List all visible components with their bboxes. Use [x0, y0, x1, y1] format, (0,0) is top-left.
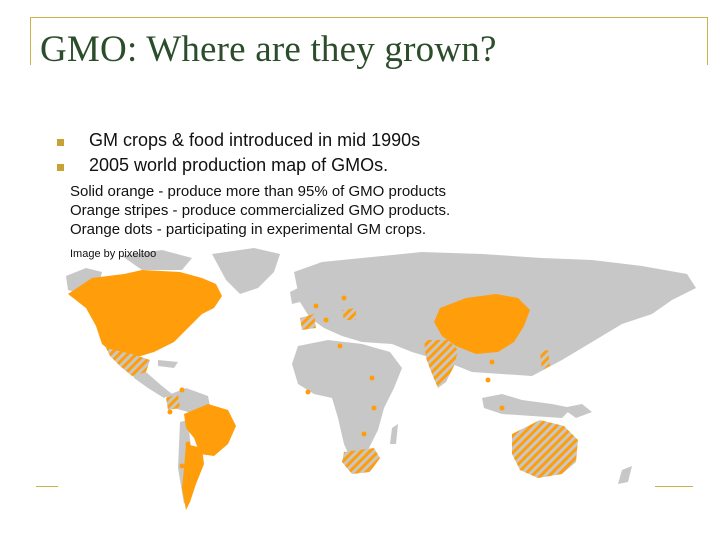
- madagascar-land: [390, 424, 398, 444]
- new-zealand-land: [618, 466, 632, 484]
- world-gmo-map: [66, 248, 696, 510]
- north-america-solid-orange: [68, 270, 222, 358]
- legend-orange-dots: Orange dots - participating in experimen…: [70, 221, 426, 238]
- frame-top-rule: [30, 17, 707, 18]
- spain-stripes: [300, 314, 316, 330]
- png-land: [562, 404, 592, 418]
- dot-marker: [167, 409, 173, 415]
- mexico-stripes: [106, 348, 150, 376]
- dot-marker: [179, 387, 185, 393]
- dot-marker: [185, 441, 191, 447]
- dot-marker: [313, 303, 319, 309]
- bullet-list: GM crops & food introduced in mid 1990s …: [48, 130, 420, 180]
- africa-land: [292, 340, 402, 462]
- dot-marker: [305, 389, 311, 395]
- romania-stripes: [342, 308, 356, 320]
- dot-marker: [341, 295, 347, 301]
- caribbean-land: [158, 360, 178, 368]
- india-stripes: [424, 340, 458, 388]
- brazil-solid-orange: [184, 404, 236, 456]
- japan-land: [590, 316, 602, 338]
- square-bullet-icon: [57, 139, 64, 146]
- frame-left-rule: [30, 17, 31, 65]
- footer-left-rule: [36, 486, 58, 487]
- dot-marker: [361, 431, 367, 437]
- canada-north-islands: [122, 250, 192, 270]
- bullet-item: GM crops & food introduced in mid 1990s: [48, 130, 420, 155]
- bullet-item: 2005 world production map of GMOs.: [48, 155, 420, 180]
- philippines-stripes: [540, 350, 550, 370]
- dot-marker: [499, 405, 505, 411]
- bullet-text: 2005 world production map of GMOs.: [89, 155, 389, 175]
- dot-marker: [489, 359, 495, 365]
- legend-solid-orange: Solid orange - produce more than 95% of …: [70, 183, 447, 200]
- bullet-text: GM crops & food introduced in mid 1990s: [89, 130, 421, 150]
- footer-right-rule: [655, 486, 693, 487]
- south-africa-stripes: [342, 448, 380, 474]
- greenland-land: [212, 248, 280, 294]
- central-america-land: [130, 368, 172, 398]
- uk-land: [290, 288, 300, 304]
- australia-stripes: [512, 420, 578, 478]
- dot-marker: [179, 463, 185, 469]
- dot-marker: [337, 343, 343, 349]
- colombia-stripes: [166, 394, 180, 410]
- argentina-solid-orange: [182, 444, 204, 510]
- frame-right-rule: [707, 17, 708, 65]
- legend-lines: Solid orange - produce more than 95% of …: [70, 182, 450, 239]
- indonesia-land: [482, 394, 572, 418]
- slide-title: GMO: Where are they grown?: [40, 29, 497, 70]
- dot-marker: [323, 317, 329, 323]
- image-credit: Image by pixeltoo: [70, 248, 157, 260]
- dot-marker: [371, 405, 377, 411]
- dot-marker: [485, 377, 491, 383]
- dot-marker: [369, 375, 375, 381]
- china-solid-orange: [434, 294, 530, 354]
- square-bullet-icon: [57, 164, 64, 171]
- legend-orange-stripes: Orange stripes - produce commercialized …: [70, 202, 451, 219]
